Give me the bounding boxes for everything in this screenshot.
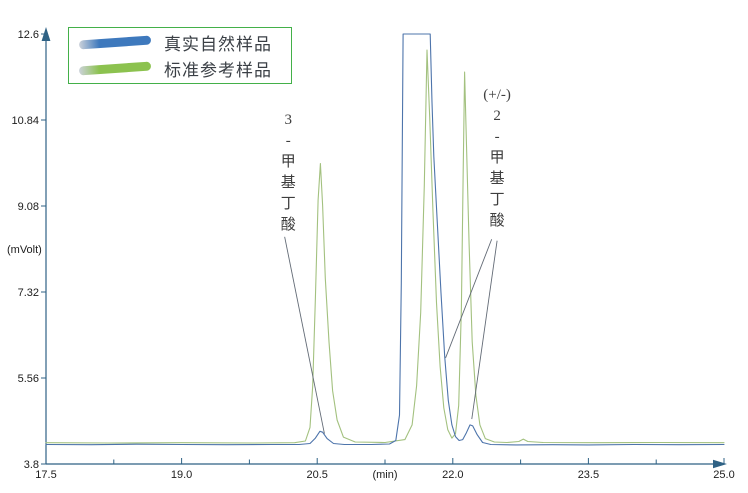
x-axis-arrow bbox=[713, 459, 727, 469]
series-line-reference-sample bbox=[45, 49, 725, 444]
legend-item-natural-sample: 真实自然样品 bbox=[78, 30, 291, 56]
y-tick-label: 3.8 bbox=[24, 459, 39, 471]
legend-swatch-green bbox=[78, 61, 152, 76]
annotation-char: 3 bbox=[284, 111, 293, 128]
series-line-natural-sample bbox=[45, 33, 725, 446]
annotation-char: 2 bbox=[493, 108, 501, 125]
annotation-char: - bbox=[494, 129, 500, 146]
x-tick-label: 19.0 bbox=[171, 469, 192, 481]
x-tick-label: 23.5 bbox=[578, 469, 599, 481]
y-tick-label: 10.84 bbox=[11, 115, 39, 127]
annotation-char: - bbox=[285, 132, 291, 149]
x-tick-label: 25.0 bbox=[713, 469, 734, 481]
annotation-char: 基 bbox=[280, 174, 296, 191]
y-tick-label: 9.08 bbox=[18, 201, 39, 213]
x-axis-unit-label: (min) bbox=[372, 469, 397, 481]
legend: 真实自然样品 标准参考样品 bbox=[68, 27, 292, 84]
annotation-pointer-line bbox=[284, 236, 325, 434]
x-tick-label: 22.0 bbox=[442, 469, 463, 481]
x-tick-label: 20.5 bbox=[306, 469, 327, 481]
annotation-char: (+/-) bbox=[483, 87, 511, 104]
annotation-pointer-line bbox=[445, 239, 493, 359]
annotation-char: 甲 bbox=[280, 153, 296, 170]
x-tick-label: 17.5 bbox=[35, 469, 56, 481]
y-axis-unit-label: (mVolt) bbox=[7, 244, 42, 256]
legend-label-reference-sample: 标准参考样品 bbox=[164, 61, 272, 80]
y-tick-label: 7.32 bbox=[18, 287, 39, 299]
legend-item-reference-sample: 标准参考样品 bbox=[78, 56, 291, 82]
annotation-pointer-line bbox=[471, 240, 498, 420]
legend-label-natural-sample: 真实自然样品 bbox=[164, 35, 272, 54]
legend-swatch-blue bbox=[78, 35, 152, 50]
annotation-char: 酸 bbox=[280, 216, 296, 233]
y-tick-label: 5.56 bbox=[18, 373, 39, 385]
annotation-char: 丁 bbox=[280, 195, 296, 212]
annotation-char: 丁 bbox=[489, 192, 505, 209]
annotation-char: 基 bbox=[489, 171, 505, 188]
annotation-label-1: 3 - 甲基丁酸 bbox=[281, 110, 296, 236]
annotation-char: 甲 bbox=[489, 150, 505, 167]
annotation-char: 酸 bbox=[489, 213, 505, 230]
annotation-label-2: (+/-) 2 - 甲基丁酸 bbox=[483, 85, 511, 232]
y-tick-label: 12.6 bbox=[18, 29, 39, 41]
